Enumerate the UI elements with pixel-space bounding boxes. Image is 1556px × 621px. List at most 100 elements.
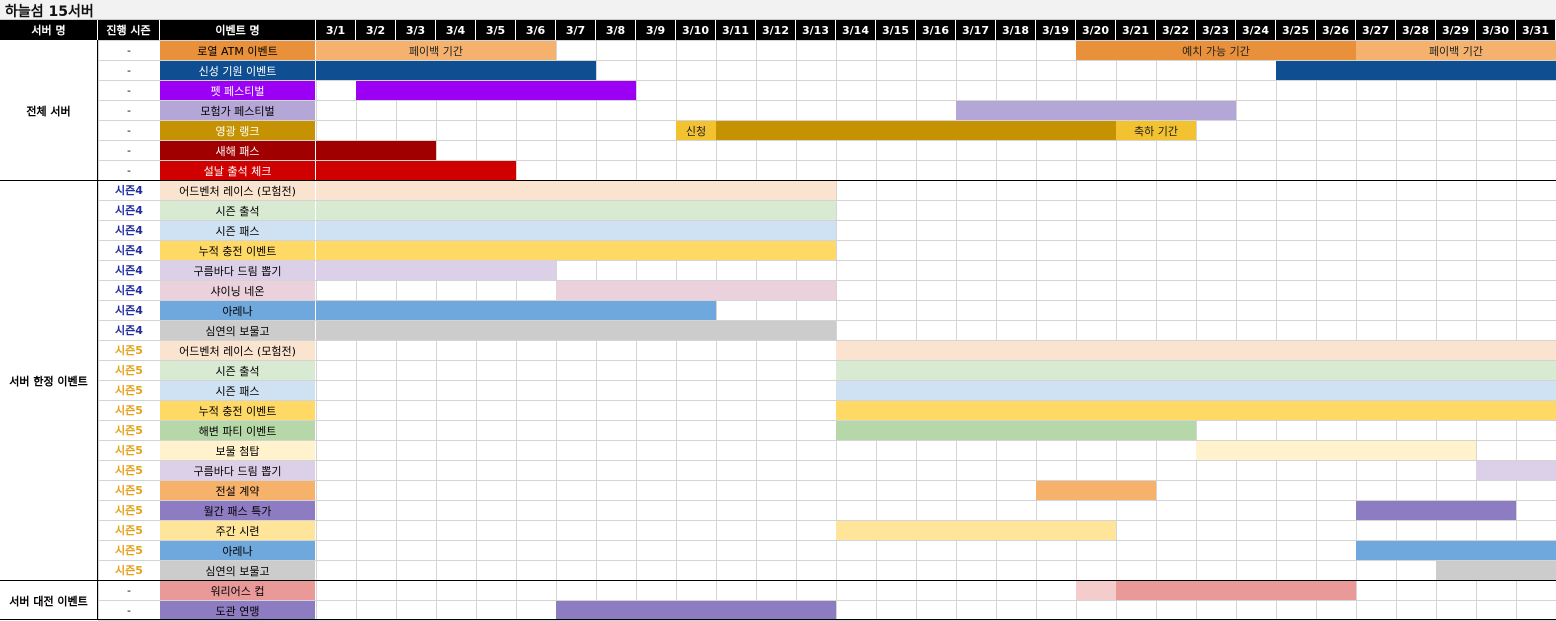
season-cell: 시즌5 <box>115 504 143 517</box>
date-header-20: 3/20 <box>1076 20 1116 40</box>
event-name-cell: 시즌 출석 <box>160 201 315 220</box>
event-period-bar: 축하 기간 <box>1116 121 1196 140</box>
event-name-cell: 영광 랭크 <box>160 121 315 140</box>
date-header-12: 3/12 <box>756 20 796 40</box>
grid-row-line <box>98 600 1556 601</box>
date-header-31: 3/31 <box>1516 20 1556 40</box>
event-name-cell: 아레나 <box>160 541 315 560</box>
event-name-cell: 보물 첨탑 <box>160 441 315 460</box>
grid-row-line <box>98 560 1556 561</box>
season-cell: 시즌4 <box>115 304 143 317</box>
date-header-22: 3/22 <box>1156 20 1196 40</box>
event-period-bar <box>356 81 636 100</box>
event-period-bar <box>316 241 836 260</box>
grid-col-line <box>956 40 957 620</box>
season-cell: 시즌5 <box>115 344 143 357</box>
date-header-27: 3/27 <box>1356 20 1396 40</box>
event-name-cell: 어드벤처 레이스 (모험전) <box>160 181 315 200</box>
date-header-16: 3/16 <box>916 20 956 40</box>
group-label: 서버 대전 이벤트 <box>0 581 97 620</box>
header-event-name: 이벤트 명 <box>160 20 316 40</box>
event-period-bar <box>836 361 1556 380</box>
grid-row-line <box>98 320 1556 321</box>
grid-row-line <box>98 340 1556 341</box>
event-name-cell: 워리어스 컵 <box>160 581 315 600</box>
event-name-cell: 누적 충전 이벤트 <box>160 401 315 420</box>
grid-col-line <box>1236 40 1237 620</box>
grid-row-line <box>98 300 1556 301</box>
event-period-bar <box>556 601 836 620</box>
grid-row-line <box>98 520 1556 521</box>
event-period-bar <box>316 61 596 80</box>
event-period-bar <box>1036 481 1156 500</box>
season-cell: - <box>127 63 131 77</box>
season-cell: 시즌4 <box>115 244 143 257</box>
date-header-24: 3/24 <box>1236 20 1276 40</box>
event-name-cell: 펫 페스티벌 <box>160 81 315 100</box>
grid-col-line <box>1316 40 1317 620</box>
date-header-1: 3/1 <box>316 20 356 40</box>
group-label: 서버 한정 이벤트 <box>0 181 97 580</box>
date-header-17: 3/17 <box>956 20 996 40</box>
event-period-bar <box>1436 561 1556 580</box>
grid-row-line <box>98 240 1556 241</box>
grid-col-line <box>1076 40 1077 620</box>
group-label: 전체 서버 <box>0 41 97 180</box>
group-divider <box>0 180 1556 181</box>
grid-col-line <box>1276 40 1277 620</box>
event-period-bar <box>716 121 1116 140</box>
season-cell: - <box>127 103 131 117</box>
sheet-title: 하늘섬 15서버 <box>5 4 94 20</box>
grid-row-line <box>98 120 1556 121</box>
event-period-bar <box>1276 61 1556 80</box>
date-header-21: 3/21 <box>1116 20 1156 40</box>
header-server-name: 서버 명 <box>0 20 98 40</box>
season-cell: 시즌5 <box>115 424 143 437</box>
season-cell: 시즌4 <box>115 264 143 277</box>
date-header-6: 3/6 <box>516 20 556 40</box>
grid-col-line <box>1476 40 1477 620</box>
event-period-bar <box>1356 541 1556 560</box>
event-name-cell: 시즌 패스 <box>160 221 315 240</box>
event-period-bar <box>316 221 836 240</box>
event-period-bar <box>1476 461 1556 480</box>
event-name-cell: 로열 ATM 이벤트 <box>160 41 315 60</box>
sheet-title-row: 하늘섬 15서버 <box>0 0 1556 20</box>
event-name-cell: 해변 파티 이벤트 <box>160 421 315 440</box>
event-name-cell: 주간 시련 <box>160 521 315 540</box>
header-season: 진행 시즌 <box>98 20 160 40</box>
grid-row-line <box>98 500 1556 501</box>
season-cell: 시즌5 <box>115 364 143 377</box>
grid-col-line <box>876 40 877 620</box>
season-cell: 시즌4 <box>115 224 143 237</box>
date-header-23: 3/23 <box>1196 20 1236 40</box>
grid-row-line <box>98 360 1556 361</box>
event-period-bar: 페이백 기간 <box>1356 41 1556 60</box>
date-header-7: 3/7 <box>556 20 596 40</box>
event-period-bar <box>956 101 1236 120</box>
grid-row-line <box>98 400 1556 401</box>
grid-col-line <box>1116 40 1117 620</box>
date-header-9: 3/9 <box>636 20 676 40</box>
event-period-bar <box>316 301 716 320</box>
grid-row-line <box>98 220 1556 221</box>
grid-col-line <box>916 40 917 620</box>
grid-col-line <box>1156 40 1157 620</box>
grid-row-line <box>98 540 1556 541</box>
grid-row-line <box>98 480 1556 481</box>
grid-row-line <box>98 40 1556 41</box>
date-header-3: 3/3 <box>396 20 436 40</box>
season-cell: - <box>127 603 131 617</box>
event-name-cell: 시즌 출석 <box>160 361 315 380</box>
grid-row-line <box>98 380 1556 381</box>
event-name-cell: 어드벤처 레이스 (모험전) <box>160 341 315 360</box>
season-cell: 시즌5 <box>115 564 143 577</box>
event-period-bar <box>316 261 556 280</box>
event-period-bar <box>316 181 836 200</box>
grid-row-line <box>98 420 1556 421</box>
event-name-cell: 심연의 보물고 <box>160 321 315 340</box>
event-name-cell: 월간 패스 특가 <box>160 501 315 520</box>
grid-row-line <box>98 440 1556 441</box>
date-header-14: 3/14 <box>836 20 876 40</box>
date-header-5: 3/5 <box>476 20 516 40</box>
